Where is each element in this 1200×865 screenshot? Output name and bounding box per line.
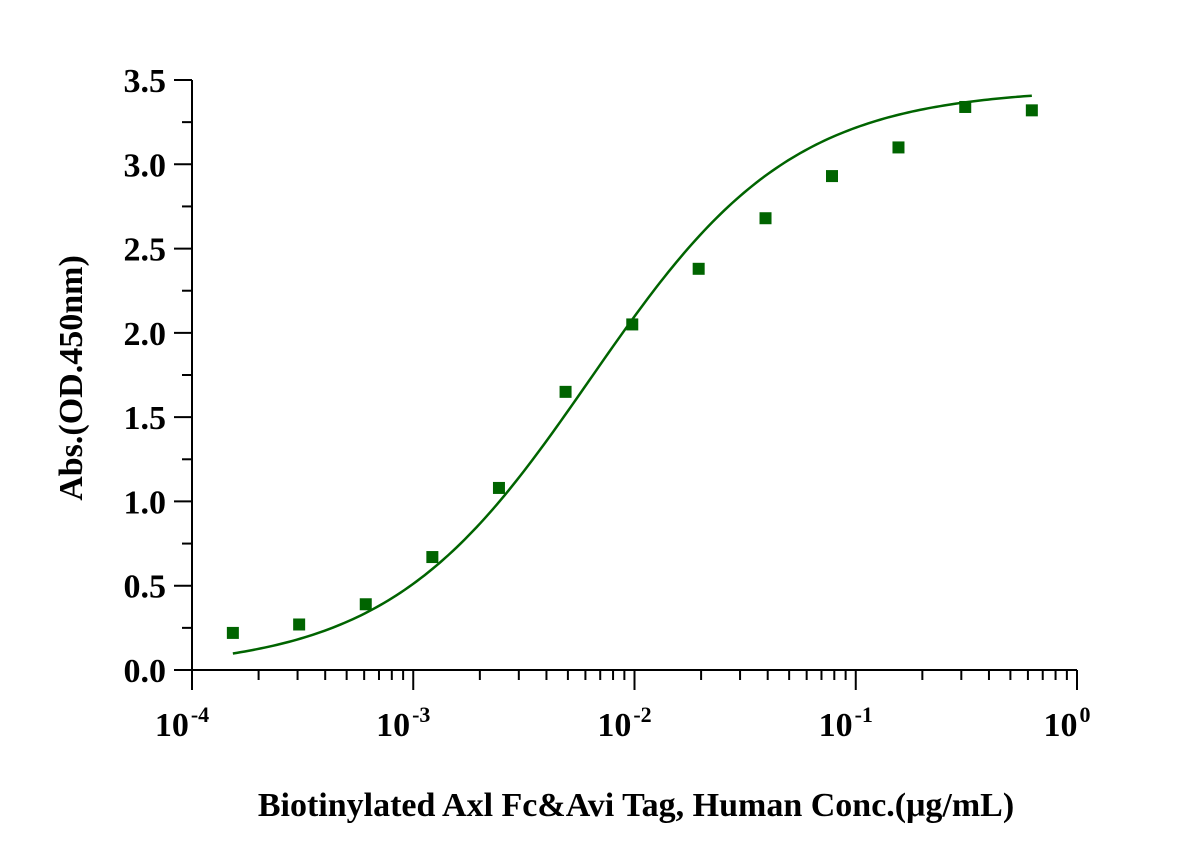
fit-curve xyxy=(232,94,1032,655)
data-point xyxy=(692,262,705,275)
y-tick-label: 2.5 xyxy=(124,232,167,269)
fit-curve-group xyxy=(232,94,1032,655)
data-point xyxy=(559,385,572,398)
x-tick-label: 10-4 xyxy=(155,702,209,744)
data-point xyxy=(892,141,905,154)
x-tick-label: 10-2 xyxy=(597,702,651,744)
data-points xyxy=(226,100,1038,639)
data-point xyxy=(759,212,772,225)
y-tick-label: 2.0 xyxy=(124,316,167,353)
y-tick-label: 1.0 xyxy=(124,484,167,521)
data-point xyxy=(226,626,239,639)
y-axis-title: Abs.(OD.450nm) xyxy=(53,255,90,501)
x-tick-label: 100 xyxy=(1044,702,1091,744)
x-tick-label: 10-1 xyxy=(819,702,873,744)
x-axis: 10-4 10-3 10-2 10-1 100 xyxy=(155,669,1091,744)
y-axis: 0.0 0.5 1.0 1.5 2.0 2.5 3.0 3.5 xyxy=(124,63,193,690)
data-point xyxy=(492,481,505,494)
x-tick-label: 10-3 xyxy=(376,702,430,744)
data-point xyxy=(626,318,639,331)
data-point xyxy=(1025,104,1038,117)
data-point xyxy=(825,170,838,183)
y-tick-label: 0.5 xyxy=(124,569,167,606)
y-tick-label: 3.5 xyxy=(124,63,167,100)
y-tick-label: 1.5 xyxy=(124,400,167,437)
data-point xyxy=(426,551,439,564)
y-tick-label: 3.0 xyxy=(124,147,167,184)
x-axis-title: Biotinylated Axl Fc&Avi Tag, Human Conc.… xyxy=(258,787,1014,824)
data-point xyxy=(359,598,372,611)
y-tick-label: 0.0 xyxy=(124,653,167,690)
data-point xyxy=(293,618,306,631)
data-point xyxy=(959,100,972,113)
